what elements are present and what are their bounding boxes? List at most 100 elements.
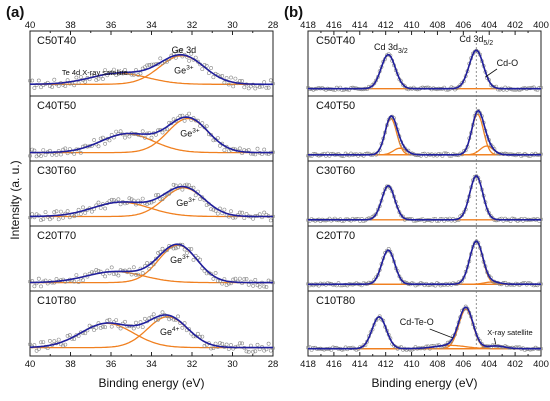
data-point (61, 343, 66, 348)
data-point (39, 154, 43, 158)
data-point (112, 67, 116, 72)
data-point (458, 83, 463, 88)
data-point (63, 84, 68, 88)
data-point (43, 210, 48, 215)
tick-label-top: 400 (533, 20, 549, 31)
data-point (72, 151, 77, 156)
subplot-c30t60: C30T60 (306, 165, 543, 224)
y-axis-title: Intensity (a. u.) (8, 160, 22, 239)
data-point (215, 278, 220, 283)
data-point (204, 124, 209, 129)
data-point (176, 314, 180, 319)
data-point (96, 144, 101, 149)
data-point (136, 272, 141, 277)
data-point (209, 207, 214, 212)
data-point (72, 214, 77, 219)
data-point (76, 280, 81, 285)
data-point (226, 214, 231, 219)
data-point (78, 75, 83, 79)
data-point (72, 83, 77, 88)
data-point (156, 250, 161, 255)
cd-3d32-label: Cd 3d3/2 (374, 42, 408, 55)
data-point (81, 278, 85, 283)
sample-label: C20T70 (316, 230, 355, 242)
tick-label-top: 28 (268, 20, 279, 31)
data-point (233, 276, 238, 281)
data-point (240, 210, 245, 215)
data-point (472, 49, 477, 54)
data-point (39, 284, 43, 289)
subplot-c10t80: C10T80 Ge4+ (28, 295, 275, 354)
data-point (198, 197, 203, 202)
panel-label: (b) (284, 4, 303, 21)
tick-label-bottom: 38 (65, 359, 76, 370)
data-point (242, 85, 247, 90)
oxidation-state-element: Ge (176, 198, 188, 208)
data-point (224, 76, 229, 80)
data-point (171, 182, 176, 187)
data-point (211, 276, 216, 281)
data-point (257, 212, 262, 217)
data-point (98, 325, 103, 330)
data-point (257, 284, 262, 289)
satellite-label: Te 4d X-ray satellite (62, 68, 128, 77)
data-point (402, 84, 407, 89)
data-point (118, 326, 123, 331)
data-point (83, 331, 88, 336)
data-point (184, 251, 189, 255)
data-point (94, 267, 99, 272)
data-point (204, 63, 209, 68)
data-point (226, 82, 231, 87)
tick-label-bottom: 414 (352, 359, 368, 370)
tick-label-top: 36 (106, 20, 117, 31)
sample-label: C20T70 (37, 230, 76, 242)
data-point (167, 191, 172, 196)
data-point (67, 333, 72, 338)
data-point (246, 86, 251, 91)
sample-label: C40T50 (316, 100, 355, 112)
tick-label-bottom: 418 (300, 359, 316, 370)
data-point (202, 343, 207, 348)
data-point (158, 197, 163, 202)
fit-curve (308, 109, 541, 156)
cd-o-label: Cd-O (497, 58, 519, 68)
data-point (129, 72, 134, 77)
data-point (112, 272, 116, 277)
data-point (200, 195, 205, 200)
data-point (74, 213, 79, 217)
data-point (149, 62, 154, 67)
data-point (204, 203, 209, 208)
cd-3d52-label: Cd 3d5/2 (459, 34, 493, 47)
data-point (240, 341, 245, 346)
data-point (30, 147, 35, 152)
tick-label-top: 40 (25, 20, 36, 31)
data-point (193, 193, 198, 198)
data-point (156, 192, 161, 197)
x-ray-satellite-label: X-ray satellite (487, 328, 532, 337)
subplot-c40t50: C40T50 Ge3+ (28, 100, 275, 159)
tick-label-top: 408 (430, 20, 446, 31)
data-point (209, 66, 214, 70)
data-point (63, 342, 68, 347)
data-point (36, 78, 41, 83)
data-point (147, 266, 152, 271)
data-point (76, 81, 81, 86)
data-point (211, 138, 216, 143)
data-point (83, 79, 88, 84)
data-point (65, 333, 70, 338)
oxidation-state-element: Ge (174, 66, 186, 76)
subplot-c10t80: C10T80 (306, 295, 543, 352)
data-point (255, 146, 260, 151)
data-point (160, 197, 165, 202)
data-point (127, 196, 132, 201)
cd-3d32-label-main: Cd 3d (374, 42, 398, 52)
component-curve (30, 316, 273, 349)
data-point (48, 217, 52, 222)
tick-label-bottom: 402 (507, 359, 523, 370)
data-point (476, 50, 481, 55)
data-point (45, 346, 50, 351)
data-point (32, 284, 37, 289)
tick-label-top: 404 (481, 20, 497, 31)
data-point (153, 318, 158, 322)
